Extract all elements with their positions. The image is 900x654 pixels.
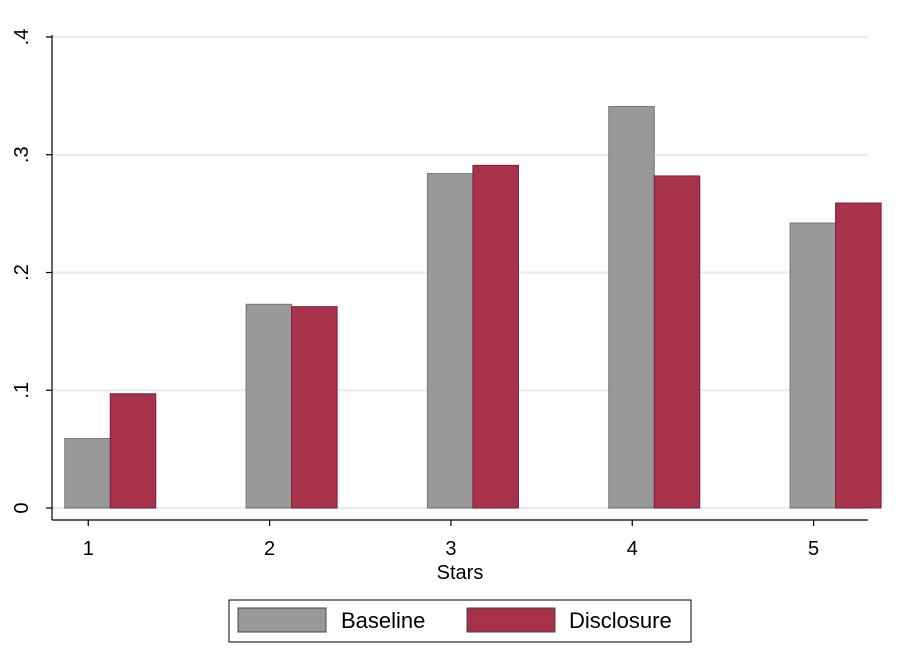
y-ticks: 0 .1 .2 .3 .4	[11, 29, 52, 514]
bar-disclosure-3	[472, 164, 519, 509]
y-tick-label: .4	[11, 29, 33, 46]
x-axis-title: Stars	[437, 562, 484, 584]
y-tick-label: .2	[11, 264, 33, 281]
legend-label-disclosure: Disclosure	[569, 608, 672, 633]
bar-baseline-3	[426, 173, 474, 509]
bar-baseline-5	[789, 222, 837, 509]
x-ticks: 1 2 3 4 5	[83, 520, 819, 560]
x-tick-label: 3	[445, 538, 456, 560]
bar-disclosure-1	[109, 393, 157, 509]
bar-baseline-2	[245, 303, 293, 509]
legend-swatch-disclosure	[466, 607, 556, 633]
legend-swatch-baseline	[237, 607, 327, 633]
bar-baseline-4	[608, 105, 655, 509]
legend: Baseline Disclosure	[228, 599, 692, 643]
y-axis-title: ´	[0, 239, 17, 246]
y-tick-label: 0	[11, 502, 33, 513]
bar-disclosure-5	[835, 202, 882, 509]
bar-disclosure-4	[653, 175, 701, 509]
y-tick-label: .3	[11, 146, 33, 163]
legend-label-baseline: Baseline	[341, 608, 425, 633]
bar-disclosure-2	[291, 306, 338, 509]
x-tick-label: 5	[808, 538, 819, 560]
y-tick-label: .1	[11, 382, 33, 399]
bar-baseline-1	[64, 438, 111, 509]
x-tick-label: 1	[83, 538, 94, 560]
x-tick-label: 2	[264, 538, 275, 560]
bars	[64, 105, 882, 509]
x-tick-label: 4	[627, 538, 638, 560]
